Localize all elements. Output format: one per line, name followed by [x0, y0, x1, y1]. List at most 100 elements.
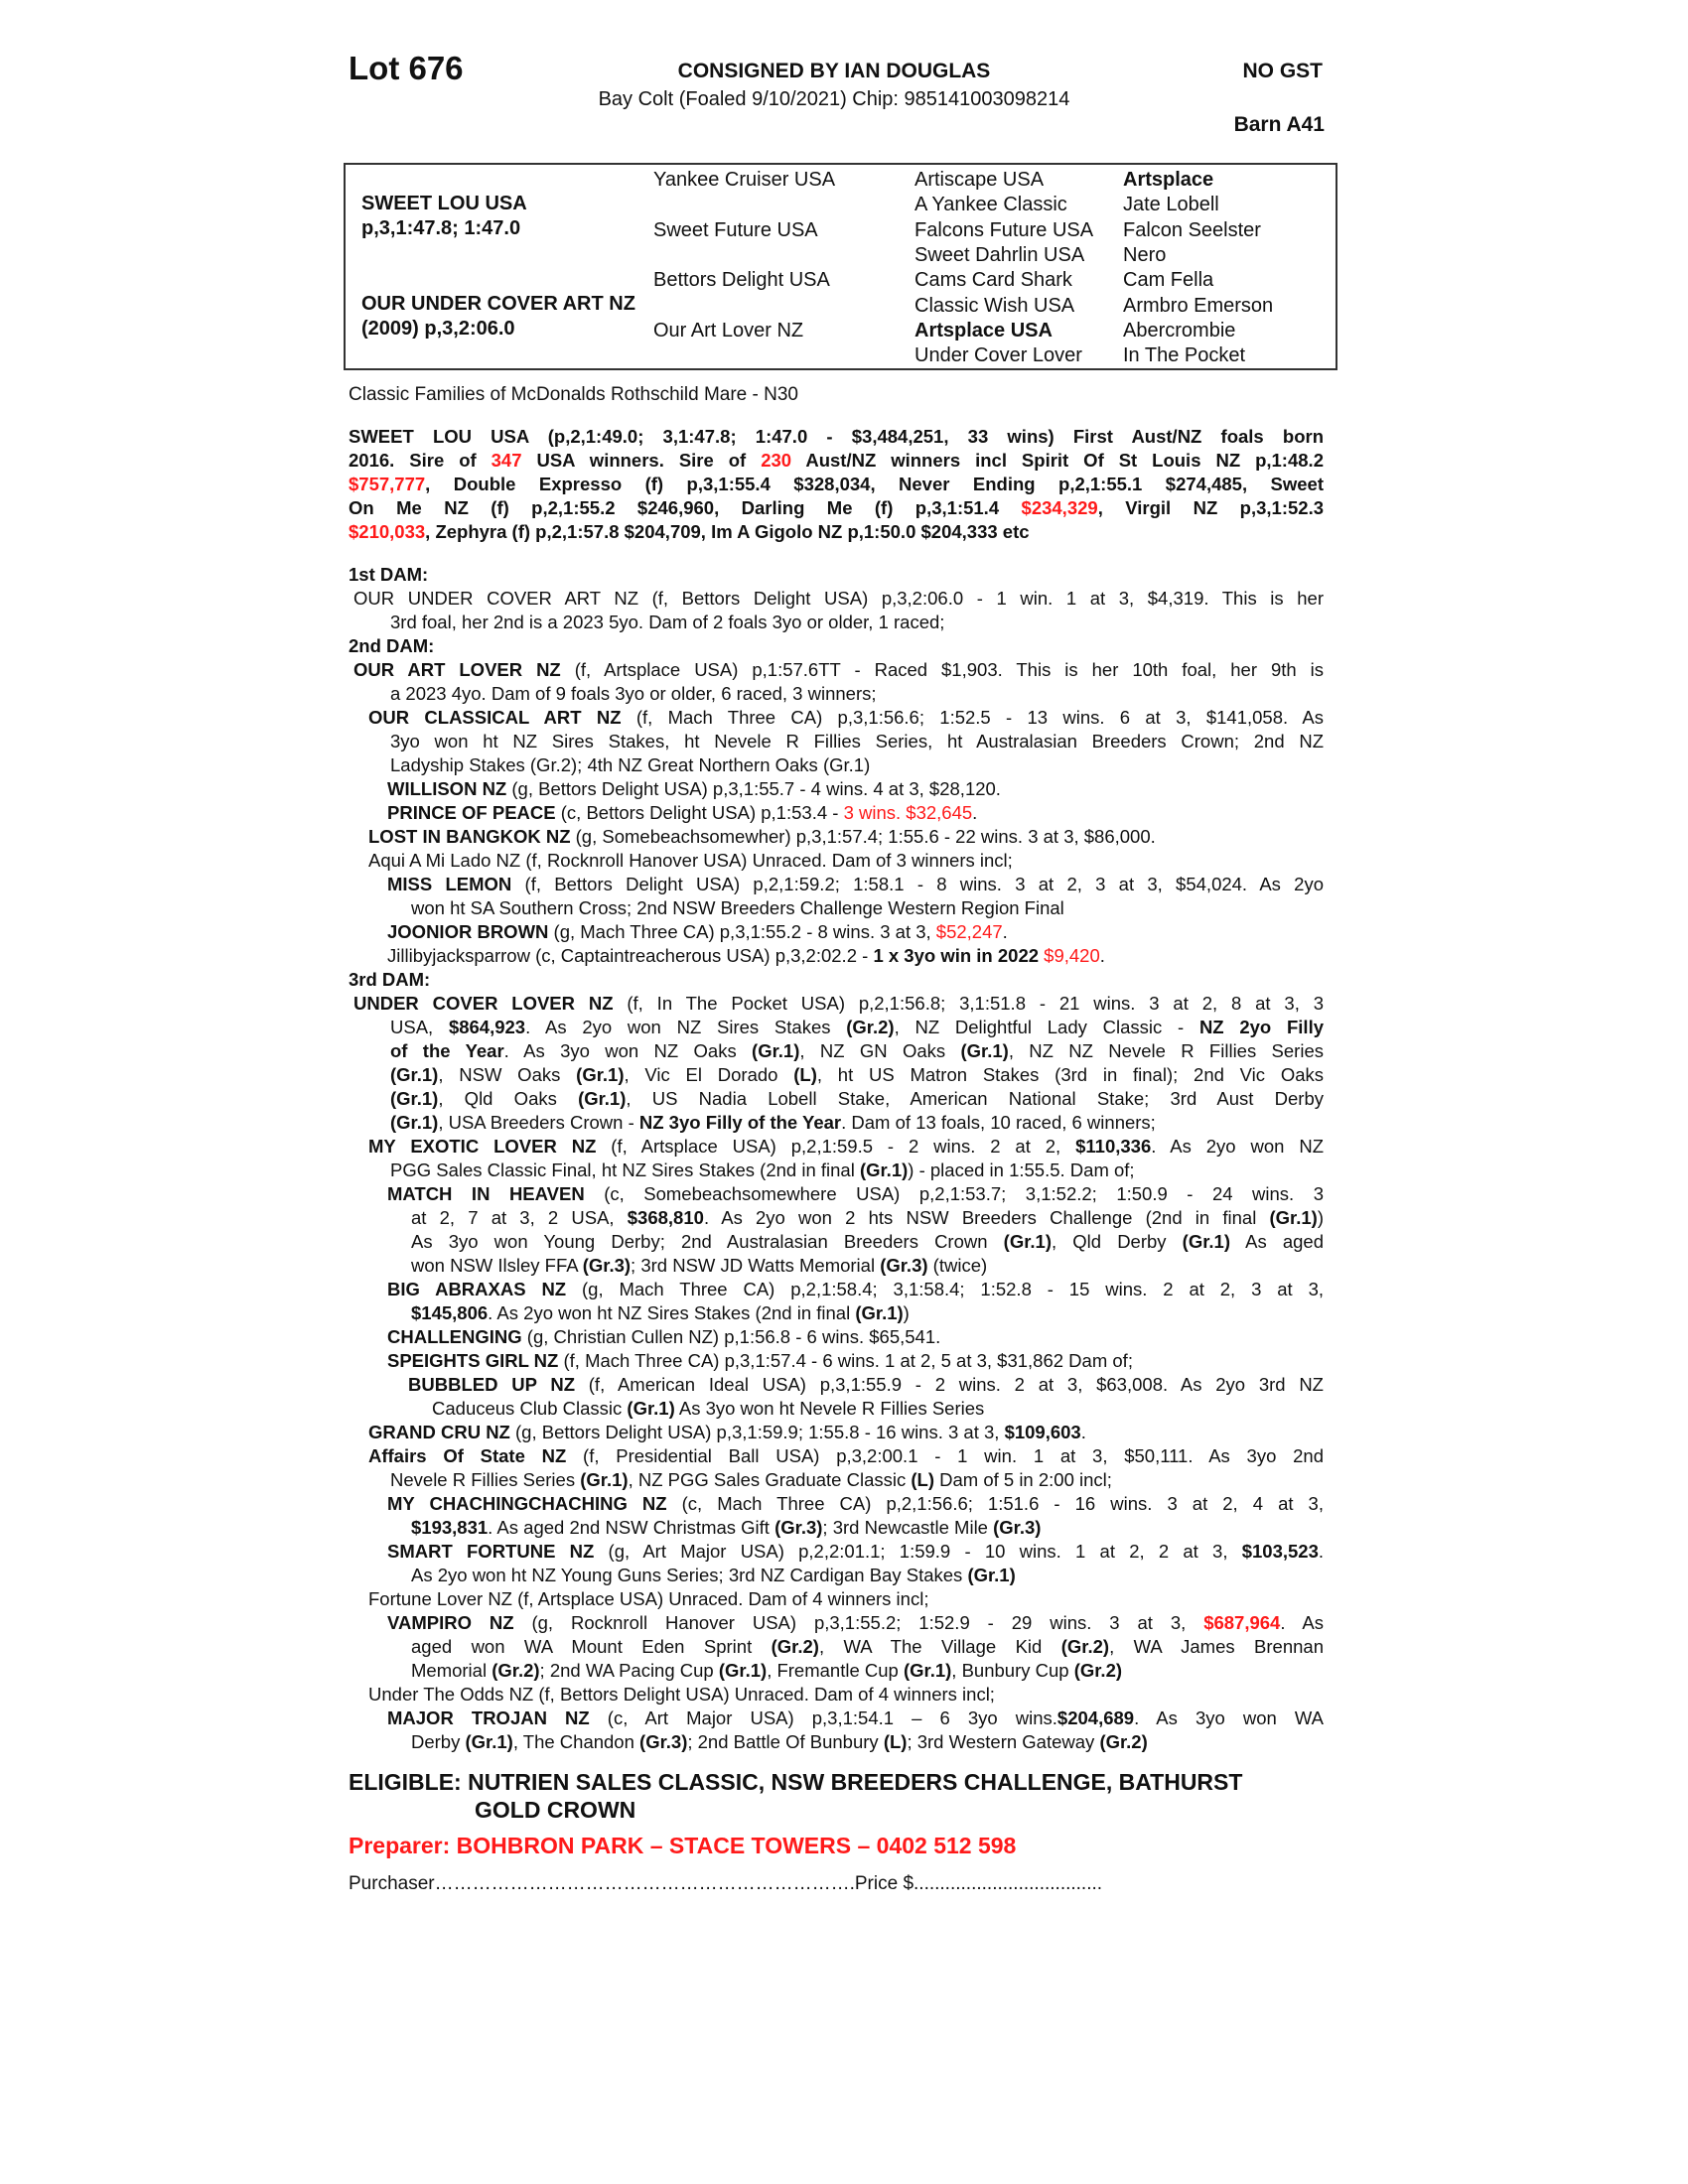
text-segment: (g, Bettors Delight USA) p,3,1:59.9; 1:5…	[509, 1422, 1005, 1442]
text-line: 2016. Sire of 347 USA winners. Sire of 2…	[349, 449, 1324, 473]
text-segment: MY EXOTIC LOVER NZ	[368, 1136, 597, 1157]
text-segment: (Gr.3)	[639, 1731, 688, 1752]
text-segment: 3rd foal, her 2nd is a 2023 5yo. Dam of …	[390, 612, 945, 632]
text-segment: , NZ NZ Nevele R Fillies Series	[1008, 1040, 1324, 1061]
text-segment: As 3yo won Young Derby; 2nd Australasian…	[411, 1231, 1004, 1252]
pedigree-gen4: Jate Lobell	[1123, 194, 1219, 216]
text-segment: (Gr.1)	[576, 1064, 625, 1085]
text-line: WILLISON NZ (g, Bettors Delight USA) p,3…	[349, 777, 1324, 801]
text-segment: (Gr.3)	[774, 1517, 823, 1538]
text-segment: (Gr.1)	[960, 1040, 1009, 1061]
text-segment: (Gr.1)	[580, 1469, 629, 1490]
text-segment: (twice)	[927, 1255, 988, 1276]
text-segment: Aqui A Mi Lado NZ (f, Rocknroll Hanover …	[368, 850, 1013, 871]
pedigree-gen3: Sweet Dahrlin USA	[914, 243, 1085, 266]
text-segment: , NZ GN Oaks	[799, 1040, 961, 1061]
text-segment: (c, Art Major USA) p,3,1:54.1 – 6 3yo wi…	[589, 1707, 1057, 1728]
text-line: Nevele R Fillies Series (Gr.1), NZ PGG S…	[349, 1468, 1324, 1492]
text-line: Ladyship Stakes (Gr.2); 4th NZ Great Nor…	[349, 753, 1324, 777]
text-segment: $109,603	[1004, 1422, 1081, 1442]
text-segment: , Vic El Dorado	[624, 1064, 794, 1085]
text-segment: , Qld Derby	[1052, 1231, 1183, 1252]
text-line: Memorial (Gr.2); 2nd WA Pacing Cup (Gr.1…	[349, 1659, 1324, 1683]
pedigree-gen2: Our Art Lover NZ	[653, 319, 804, 341]
text-line: (Gr.1), NSW Oaks (Gr.1), Vic El Dorado (…	[349, 1063, 1324, 1087]
text-segment: , Qld Oaks	[438, 1088, 579, 1109]
text-segment: (L)	[793, 1064, 817, 1085]
eligibility: ELIGIBLE: NUTRIEN SALES CLASSIC, NSW BRE…	[349, 1768, 1324, 1824]
text-line: Jillibyjacksparrow (c, Captaintreacherou…	[349, 944, 1324, 968]
text-segment: , NZ PGG Sales Graduate Classic	[628, 1469, 912, 1490]
text-segment: , WA The Village Kid	[818, 1636, 1061, 1657]
text-segment: (f, Artsplace USA) p,1:57.6TT - Raced $1…	[560, 659, 1324, 680]
text-line: OUR UNDER COVER ART NZ (f, Bettors Delig…	[349, 587, 1324, 611]
text-segment: 1st DAM:	[349, 564, 429, 585]
text-line: MAJOR TROJAN NZ (c, Art Major USA) p,3,1…	[349, 1706, 1324, 1730]
text-segment: at 2, 7 at 3, 2 USA,	[411, 1207, 628, 1228]
barn-number: Barn A41	[1233, 113, 1325, 136]
text-line: SPEIGHTS GIRL NZ (f, Mach Three CA) p,3,…	[349, 1349, 1324, 1373]
text-line: 1st DAM:	[349, 563, 1324, 587]
highlight-text: $210,033	[349, 521, 426, 542]
text-segment: (f, Presidential Ball USA) p,3,2:00.1 - …	[566, 1445, 1324, 1466]
text-segment: . As 2yo won 2 hts NSW Breeders Challeng…	[703, 1207, 1270, 1228]
text-segment: CHALLENGING	[387, 1326, 522, 1347]
text-segment: LOST IN BANGKOK NZ	[368, 826, 571, 847]
text-segment: ) - placed in 1:55.5. Dam of;	[908, 1160, 1135, 1180]
text-segment: BUBBLED UP NZ	[408, 1374, 575, 1395]
text-line: MY EXOTIC LOVER NZ (f, Artsplace USA) p,…	[349, 1135, 1324, 1159]
text-segment: (Gr.1)	[627, 1398, 675, 1419]
text-segment: (f, Bettors Delight USA) p,2,1:59.2; 1:5…	[511, 874, 1324, 894]
text-segment: (g, Art Major USA) p,2,2:01.1; 1:59.9 - …	[594, 1541, 1242, 1562]
text-segment: . As 3yo won WA	[1134, 1707, 1325, 1728]
pedigree-gen4: Cam Fella	[1123, 269, 1214, 292]
text-segment: .	[1002, 921, 1008, 942]
text-segment: As aged	[1230, 1231, 1324, 1252]
text-line: JOONIOR BROWN (g, Mach Three CA) p,3,1:5…	[349, 920, 1324, 944]
text-segment: Under The Odds NZ (f, Bettors Delight US…	[368, 1684, 995, 1705]
text-line: aged won WA Mount Eden Sprint (Gr.2), WA…	[349, 1635, 1324, 1659]
text-line: 3rd DAM:	[349, 968, 1324, 992]
text-segment: won NSW Ilsley FFA	[411, 1255, 583, 1276]
text-segment: $864,923	[448, 1017, 526, 1037]
text-segment: . As 2yo won NZ Sires Stakes	[525, 1017, 847, 1037]
text-segment: (f, Mach Three CA) p,3,1:56.6; 1:52.5 - …	[621, 707, 1324, 728]
text-segment: , Fremantle Cup	[767, 1660, 904, 1681]
consignor: CONSIGNED BY IAN DOUGLAS	[677, 60, 991, 82]
text-segment: (Gr.2)	[492, 1660, 540, 1681]
text-segment: On Me NZ (f) p,2,1:55.2 $246,960, Darlin…	[349, 497, 1022, 518]
highlight-text: $9,420	[1044, 945, 1100, 966]
text-segment: (f, Mach Three CA) p,3,1:57.4 - 6 wins. …	[558, 1350, 1133, 1371]
pedigree-table: SWEET LOU USA p,3,1:47.8; 1:47.0 OUR UND…	[344, 163, 1337, 370]
text-segment: (Gr.1)	[967, 1565, 1016, 1585]
pedigree-gen3: Artiscape USA	[914, 169, 1045, 191]
text-segment: , Virgil NZ p,3,1:52.3	[1097, 497, 1324, 518]
dam-name: OUR UNDER COVER ART NZ	[361, 293, 635, 315]
text-segment: . As 3yo won NZ Oaks	[503, 1040, 753, 1061]
text-segment: NZ 3yo Filly of the Year	[638, 1112, 842, 1133]
highlight-text: 3 wins. $32,645	[843, 802, 973, 823]
text-segment: (f, In The Pocket USA) p,2,1:56.8; 3,1:5…	[613, 993, 1324, 1014]
text-segment: . As 2yo won ht NZ Sires Stakes (2nd in …	[488, 1302, 856, 1323]
text-line: As 2yo won ht NZ Young Guns Series; 3rd …	[349, 1564, 1324, 1587]
lot-number: Lot 676	[349, 50, 464, 86]
text-line: Affairs Of State NZ (f, Presidential Bal…	[349, 1444, 1324, 1468]
text-segment: (L)	[911, 1469, 934, 1490]
text-segment: , The Chandon	[512, 1731, 640, 1752]
text-line: 3rd foal, her 2nd is a 2023 5yo. Dam of …	[349, 611, 1324, 634]
text-segment: aged won WA Mount Eden Sprint	[411, 1636, 772, 1657]
text-line: $757,777, Double Expresso (f) p,3,1:55.4…	[349, 473, 1324, 496]
text-line: SWEET LOU USA (p,2,1:49.0; 3,1:47.8; 1:4…	[349, 425, 1324, 449]
text-segment: (Gr.1)	[1003, 1231, 1052, 1252]
pedigree-gen3: Artsplace USA	[914, 319, 1053, 341]
text-segment: ; 3rd Newcastle Mile	[822, 1517, 994, 1538]
text-segment: won ht SA Southern Cross; 2nd NSW Breede…	[411, 897, 1064, 918]
text-line: a 2023 4yo. Dam of 9 foals 3yo or older,…	[349, 682, 1324, 706]
text-segment: NZ 2yo Filly	[1198, 1017, 1324, 1037]
text-segment: , ht US Matron Stakes (3rd in final); 2n…	[816, 1064, 1324, 1085]
dam-lines: 1st DAM: OUR UNDER COVER ART NZ (f, Betto…	[349, 563, 1324, 1754]
text-segment: (g, Rocknroll Hanover USA) p,3,1:55.2; 1…	[513, 1612, 1204, 1633]
text-line: OUR ART LOVER NZ (f, Artsplace USA) p,1:…	[349, 658, 1324, 682]
eligible-line: GOLD CROWN	[475, 1797, 636, 1823]
text-segment: USA winners. Sire of	[521, 450, 762, 471]
